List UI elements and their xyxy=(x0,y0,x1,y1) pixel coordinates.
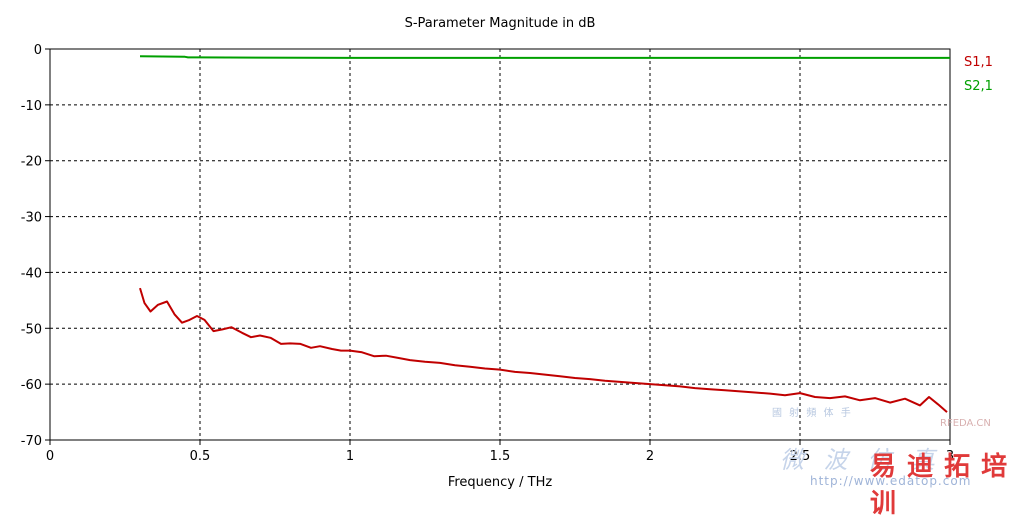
series-line-s11 xyxy=(139,287,948,413)
x-tick-label: 1 xyxy=(346,449,354,464)
watermark-line-1: 國 射 頻 体 手 xyxy=(772,408,853,419)
y-tick-label: -10 xyxy=(21,99,42,114)
x-axis-label: Frequency / THz xyxy=(447,475,553,490)
y-tick-label: -70 xyxy=(21,434,42,449)
legend-entry-s11: S1,1 xyxy=(964,55,993,70)
x-tick-label: 0 xyxy=(46,449,54,464)
watermark-line-2: 微 波 仿 真 xyxy=(780,446,941,474)
x-tick-label: 1.5 xyxy=(490,449,511,464)
x-tick-label: 2.5 xyxy=(790,449,811,464)
series-line-s21 xyxy=(139,55,950,59)
legend-entry-s21: S2,1 xyxy=(964,79,993,94)
chart-title: S-Parameter Magnitude in dB xyxy=(404,16,596,31)
y-tick-label: 0 xyxy=(34,43,42,58)
y-axis-ticks: 0 -10 -20 -30 -40 -50 -60 -70 xyxy=(21,43,50,449)
x-tick-label: 0.5 xyxy=(190,449,211,464)
x-tick-label: 3 xyxy=(946,449,954,464)
y-tick-label: -40 xyxy=(21,266,42,281)
s-parameter-chart: 0 0.5 1 1.5 2 2.5 3 0 -10 -20 -30 -40 -50 -60 -70 xyxy=(21,43,954,464)
x-tick-label: 2 xyxy=(646,449,654,464)
y-tick-label: -60 xyxy=(21,378,42,393)
series-lines xyxy=(139,55,950,413)
y-tick-label: -20 xyxy=(21,155,42,170)
y-tick-label: -50 xyxy=(21,322,42,337)
watermark-site: RFEDA.CN xyxy=(940,418,991,429)
y-tick-label: -30 xyxy=(21,211,42,226)
grid-lines xyxy=(50,49,950,440)
x-axis-ticks: 0 0.5 1 1.5 2 2.5 3 xyxy=(46,440,954,464)
watermark-url: http://www.edatop.com xyxy=(810,474,972,488)
